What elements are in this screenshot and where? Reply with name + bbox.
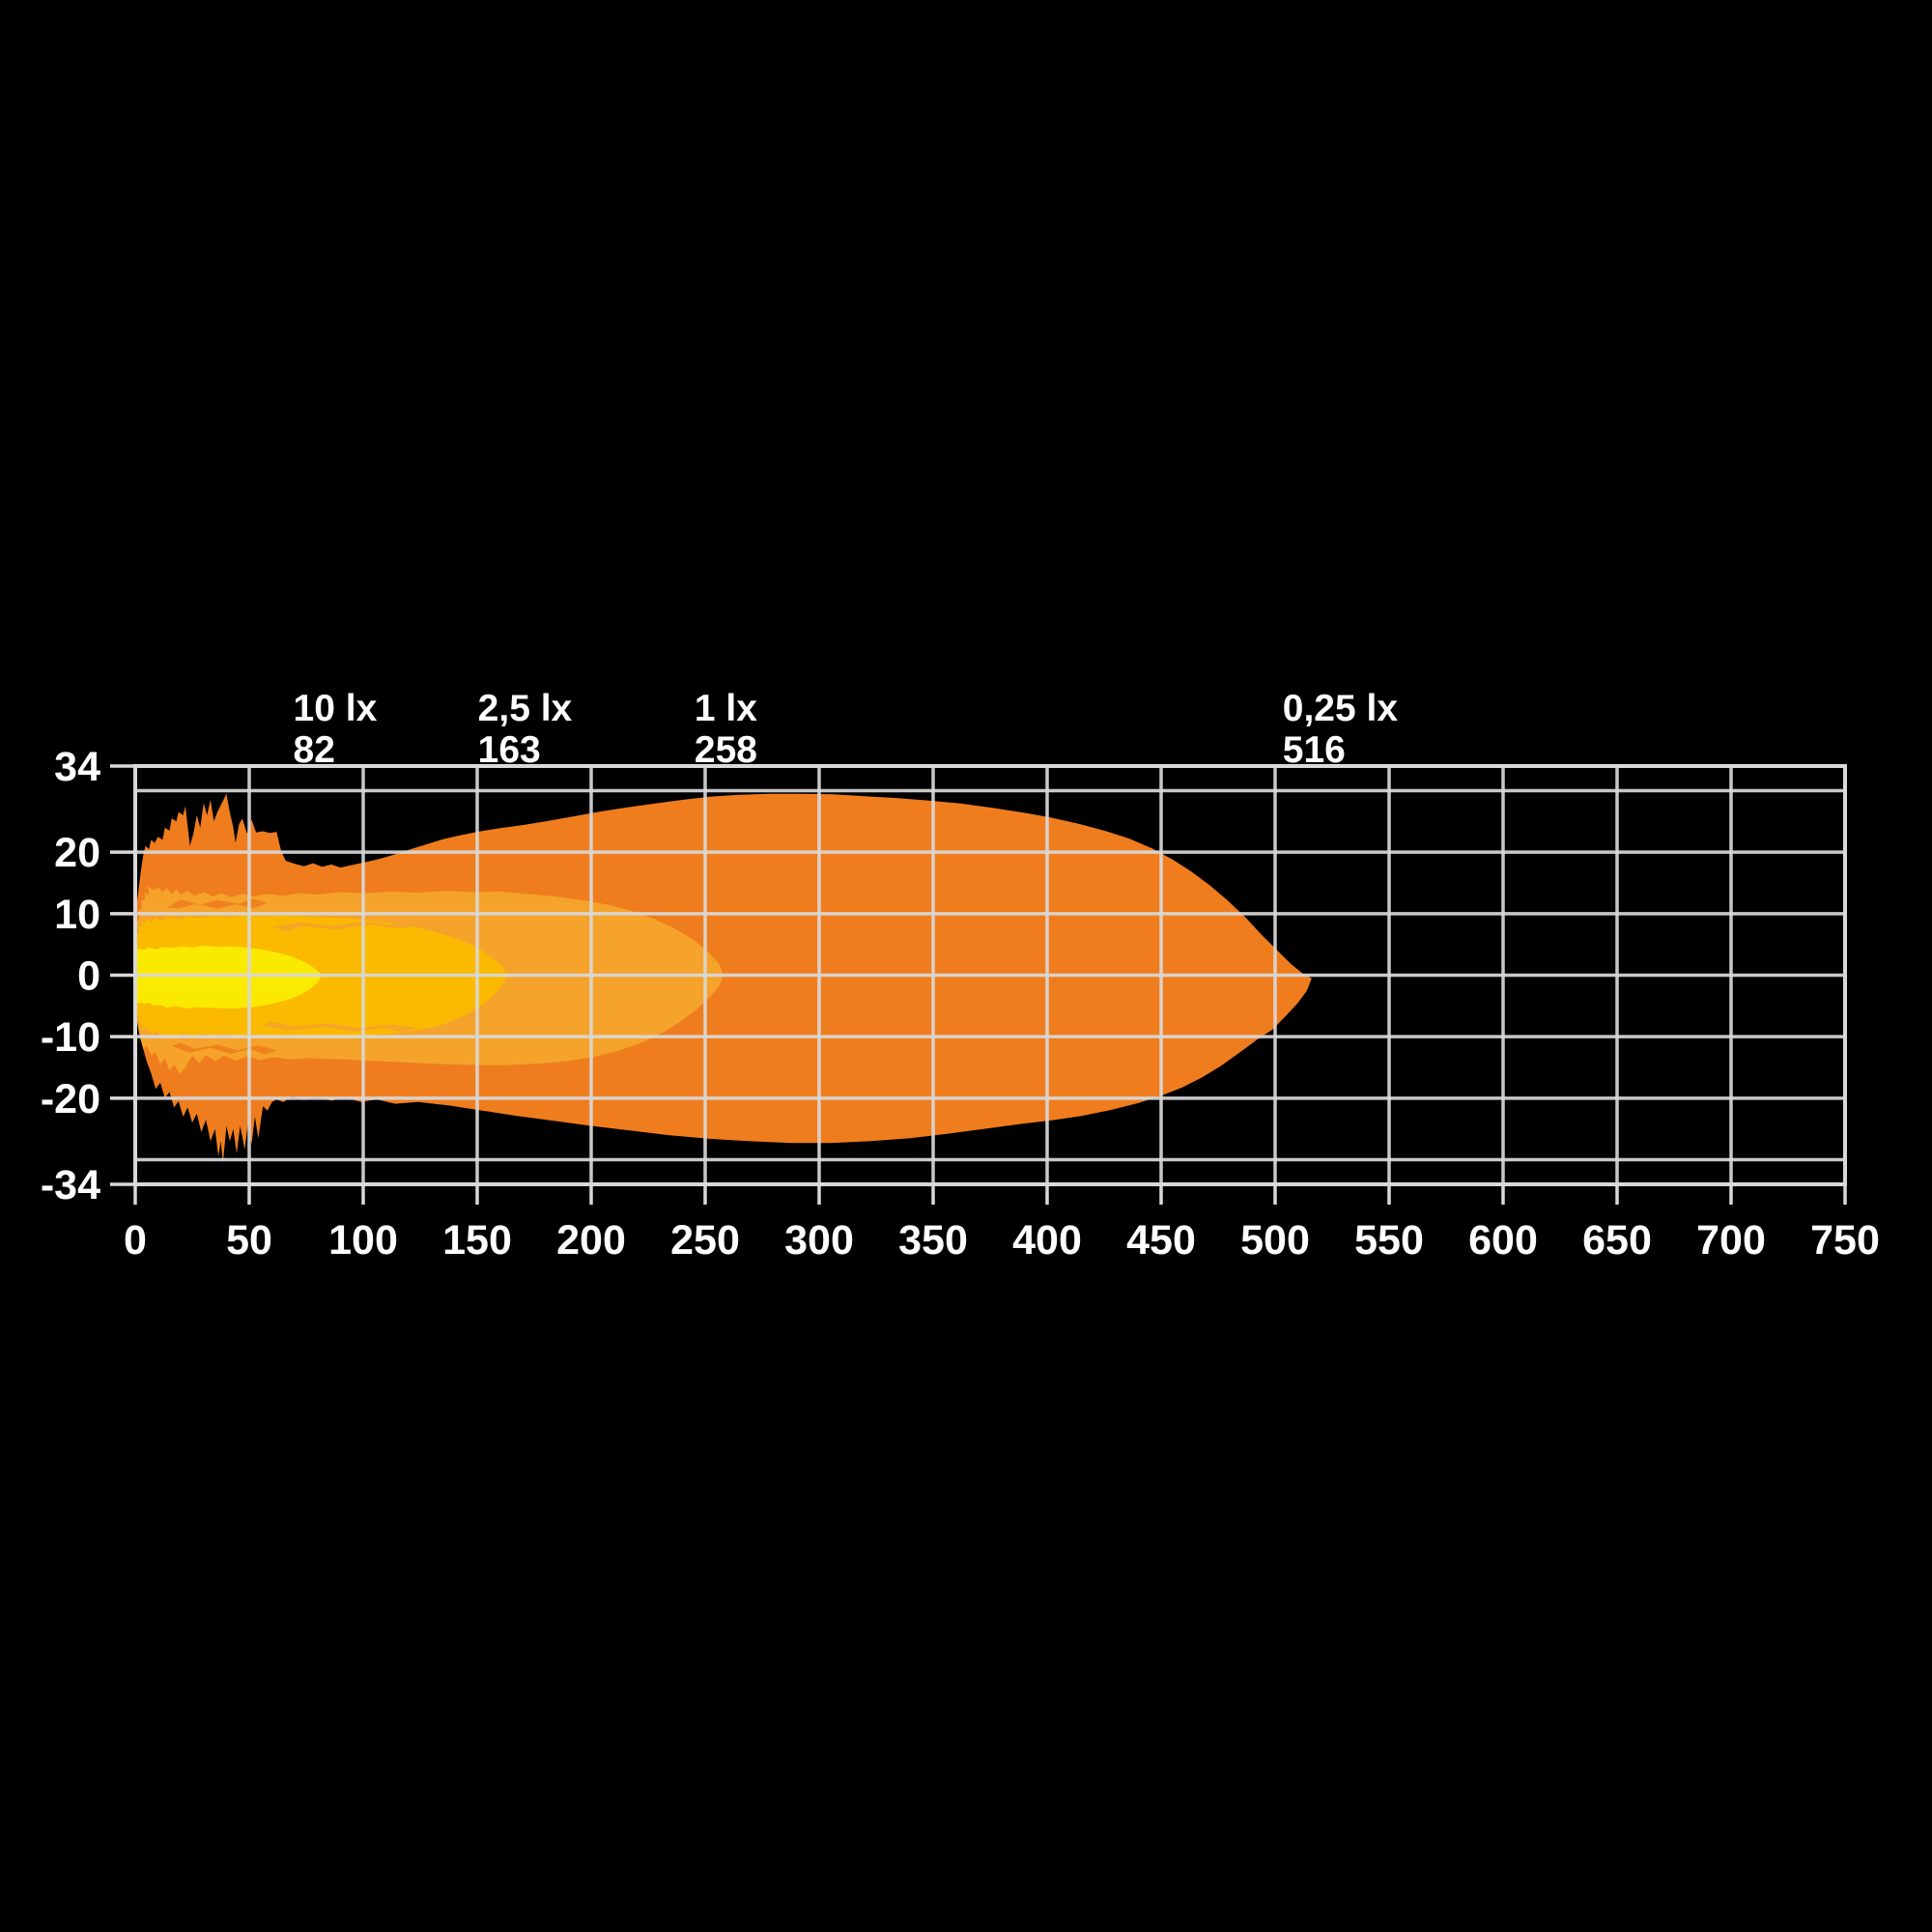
beam-contour-0_25_lx — [135, 793, 1312, 1163]
distance-value-label: 516 — [1283, 729, 1346, 771]
lux-value-label: 10 lx — [294, 688, 378, 729]
y-tick-label: -10 — [41, 1014, 100, 1061]
y-tick-label: -34 — [41, 1162, 100, 1208]
x-tick-label: 500 — [1240, 1217, 1310, 1264]
x-tick-label: 300 — [784, 1217, 854, 1264]
x-tick-label: 50 — [226, 1217, 272, 1264]
lux-value-label: 1 lx — [695, 688, 757, 729]
y-axis-labels: 34 20 10 0 -10 -20 -34 — [41, 744, 100, 1208]
beam-layers — [135, 793, 1312, 1163]
x-tick-label: 700 — [1696, 1217, 1766, 1264]
x-tick-label: 0 — [124, 1217, 147, 1264]
x-tick-label: 350 — [898, 1217, 968, 1264]
beam-noise-patch-0 — [167, 898, 268, 909]
x-tick-label: 450 — [1126, 1217, 1196, 1264]
x-tick-label: 600 — [1468, 1217, 1538, 1264]
lux-value-label: 0,25 lx — [1283, 688, 1399, 729]
x-tick-label: 150 — [442, 1217, 512, 1264]
lux-value-label: 2,5 lx — [478, 688, 573, 729]
x-tick-label: 400 — [1012, 1217, 1082, 1264]
beam-contour-10_lx — [135, 945, 323, 1009]
y-tick-label: 20 — [54, 830, 100, 876]
beam-noise-patch-3 — [260, 1021, 418, 1033]
y-tick-label: 0 — [77, 953, 100, 1000]
beam-noise-patch-2 — [271, 921, 423, 931]
y-tick-label: -20 — [41, 1076, 100, 1122]
distance-value-label: 258 — [695, 729, 757, 771]
y-tick-label: 10 — [54, 892, 100, 938]
x-tick-label: 550 — [1354, 1217, 1424, 1264]
x-tick-label: 650 — [1582, 1217, 1652, 1264]
distance-value-label: 82 — [294, 729, 335, 771]
beam-noise-patch-1 — [171, 1042, 277, 1055]
axis-ticks — [110, 764, 1847, 1205]
distance-value-label: 163 — [478, 729, 541, 771]
x-tick-label: 750 — [1810, 1217, 1880, 1264]
x-tick-label: 250 — [670, 1217, 740, 1264]
x-tick-label: 100 — [328, 1217, 398, 1264]
y-tick-label: 34 — [54, 744, 100, 790]
x-tick-label: 200 — [556, 1217, 626, 1264]
x-axis-labels: 0 50 100 150 200 250 300 350 400 450 500 550 600 650 7… — [124, 1217, 1880, 1264]
